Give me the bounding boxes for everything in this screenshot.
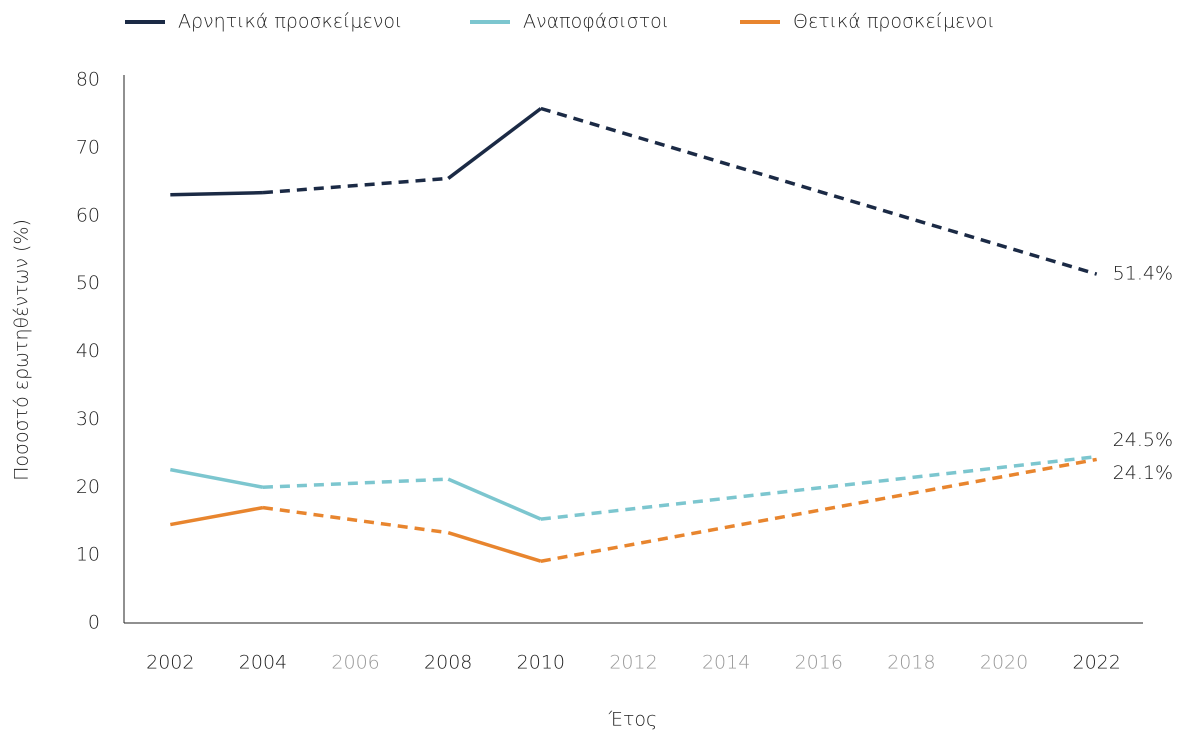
- data-label: 51.4%: [1113, 263, 1173, 285]
- y-tick-label: 40: [76, 340, 100, 362]
- line-segment: [262, 505, 449, 535]
- line-segment: [170, 190, 263, 197]
- y-tick-label: 60: [76, 204, 100, 226]
- x-tick-label: 2010: [517, 652, 565, 674]
- x-tick-label: 2020: [980, 652, 1028, 674]
- line-segment: [447, 107, 542, 180]
- x-tick-label: 2018: [887, 652, 935, 674]
- x-tick-label: 2006: [331, 652, 379, 674]
- line-segment: [540, 457, 1097, 563]
- legend-label: Θετικά προσκείμενοι: [793, 11, 995, 33]
- line-segment: [262, 477, 449, 489]
- line-segment: [540, 106, 1098, 276]
- x-tick-label: 2002: [146, 652, 194, 674]
- legend-label: Αναποφάσιστοι: [523, 11, 669, 33]
- line-segment: [169, 467, 264, 489]
- line-segment: [447, 477, 542, 521]
- line-segment: [540, 454, 1097, 521]
- line-segment: [170, 505, 264, 527]
- y-tick-label: 30: [76, 408, 100, 430]
- y-axis-label: Ποσοστό ερωτηθέντων (%): [11, 219, 33, 481]
- x-tick-label: 2008: [424, 652, 472, 674]
- y-tick-label: 10: [76, 544, 100, 566]
- data-label: 24.5%: [1113, 429, 1173, 451]
- data-label: 24.1%: [1113, 462, 1173, 484]
- x-tick-label: 2004: [239, 652, 287, 674]
- y-tick-label: 70: [76, 136, 100, 158]
- legend-label: Αρνητικά προσκείμενοι: [178, 11, 402, 33]
- line-segment: [447, 531, 542, 563]
- x-tick-label: 2016: [795, 652, 843, 674]
- y-tick-label: 0: [88, 612, 100, 634]
- x-tick-label: 2012: [609, 652, 657, 674]
- line-segment: [262, 176, 449, 195]
- x-tick-label: 2014: [702, 652, 750, 674]
- y-tick-label: 20: [76, 476, 100, 498]
- y-tick-label: 80: [76, 69, 100, 91]
- y-tick-label: 50: [76, 272, 100, 294]
- x-tick-label: 2022: [1073, 652, 1121, 674]
- x-axis-label: Έτος: [608, 709, 657, 731]
